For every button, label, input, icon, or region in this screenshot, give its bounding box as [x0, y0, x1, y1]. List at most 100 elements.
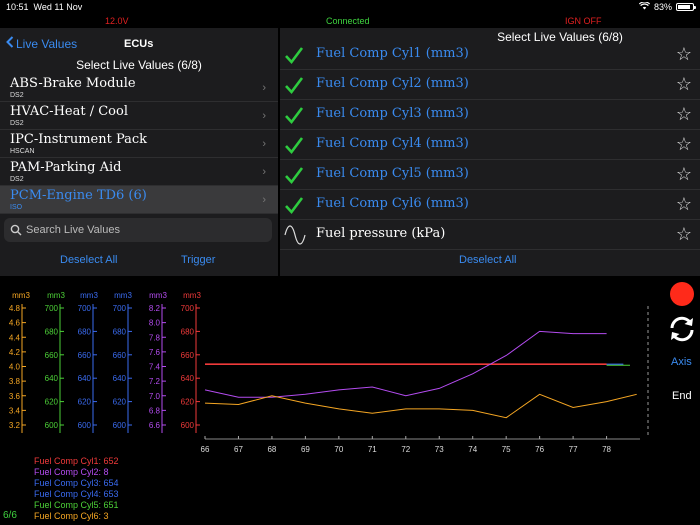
- axis-tick-label: 7.6: [149, 348, 161, 357]
- axis-tick-label: 4.4: [9, 333, 21, 342]
- chevron-right-icon: ›: [262, 138, 266, 150]
- x-axis-tick-label: 71: [368, 445, 377, 454]
- live-value-row[interactable]: Fuel Comp Cyl5 (mm3) ☆: [280, 160, 700, 190]
- ecu-panel: Live Values ECUs Select Live Values (6/8…: [0, 28, 278, 276]
- ecu-protocol: ISO: [10, 204, 23, 211]
- check-icon: [284, 105, 304, 125]
- left-deselect-all-button[interactable]: Deselect All: [60, 254, 118, 266]
- x-axis-tick-label: 74: [468, 445, 477, 454]
- live-value-row[interactable]: Fuel pressure (kPa) ☆: [280, 220, 700, 250]
- x-axis-tick-label: 72: [401, 445, 410, 454]
- ecu-row[interactable]: HVAC-Heat / Cool DS2 ›: [0, 102, 278, 130]
- check-icon: [284, 165, 304, 185]
- star-icon[interactable]: ☆: [675, 44, 692, 64]
- axis-tick-label: 680: [45, 327, 59, 336]
- record-button[interactable]: [670, 282, 694, 306]
- search-box: [4, 218, 272, 242]
- axis-tick-label: 8.2: [149, 304, 161, 313]
- axis-tick-label: 700: [181, 304, 195, 313]
- ecu-row-selected[interactable]: PCM-Engine TD6 (6) ISO ›: [0, 186, 278, 214]
- x-axis-tick-label: 69: [301, 445, 310, 454]
- ecu-protocol: DS2: [10, 176, 24, 183]
- legend-entry: Fuel Comp Cyl3: 654: [34, 478, 119, 488]
- axis-tick-label: 620: [45, 398, 59, 407]
- star-icon[interactable]: ☆: [675, 194, 692, 214]
- search-icon: [10, 223, 22, 241]
- x-axis-tick-label: 75: [502, 445, 511, 454]
- ecu-name: IPC-Instrument Pack: [10, 132, 148, 147]
- right-panel-subtitle: Select Live Values (6/8): [497, 30, 623, 44]
- axis-tick-label: 640: [181, 374, 195, 383]
- ecu-name: PAM-Parking Aid: [10, 160, 122, 175]
- chevron-left-icon: [6, 36, 14, 51]
- axis-tick-label: 3.6: [9, 392, 21, 401]
- connection-status: Connected: [326, 16, 370, 26]
- right-deselect-all-button[interactable]: Deselect All: [459, 254, 517, 266]
- axis-tick-label: 7.4: [149, 363, 161, 372]
- x-axis-tick-label: 77: [569, 445, 578, 454]
- ecu-name: PCM-Engine TD6 (6): [10, 188, 147, 203]
- ecu-list: ABS-Brake Module DS2 › HVAC-Heat / Cool …: [0, 74, 278, 214]
- check-icon: [284, 195, 304, 215]
- live-value-label: Fuel Comp Cyl6 (mm3): [316, 196, 469, 211]
- star-icon[interactable]: ☆: [675, 104, 692, 124]
- axis-unit-label: mm3: [114, 291, 132, 300]
- chevron-right-icon: ›: [262, 194, 266, 206]
- series-line: [204, 330, 607, 398]
- legend-entry: Fuel Comp Cyl1: 652: [34, 456, 119, 466]
- axis-tick-label: 640: [78, 374, 92, 383]
- ecu-name: HVAC-Heat / Cool: [10, 104, 128, 119]
- axis-tick-label: 4.2: [9, 348, 21, 357]
- x-axis-tick-label: 73: [435, 445, 444, 454]
- live-values-chart: mm3 4.8 4.6 4.4 4.2 4.0 3.8 3.6 3.4 3.2 mm3 700 680 6…: [9, 291, 649, 454]
- status-right: 83%: [638, 1, 696, 12]
- check-icon: [284, 135, 304, 155]
- axis-tick-label: 7.2: [149, 377, 161, 386]
- back-button[interactable]: Live Values: [6, 36, 77, 51]
- left-panel-subtitle: Select Live Values (6/8): [76, 58, 202, 72]
- x-axis-tick-label: 67: [234, 445, 243, 454]
- star-icon[interactable]: ☆: [675, 224, 692, 244]
- live-value-label: Fuel Comp Cyl1 (mm3): [316, 46, 469, 61]
- ecu-row[interactable]: IPC-Instrument Pack HSCAN ›: [0, 130, 278, 158]
- back-button-label: Live Values: [16, 36, 78, 51]
- connection-status-row: 12.0V Connected IGN OFF: [0, 14, 700, 28]
- legend-entry: Fuel Comp Cyl2: 8: [34, 467, 109, 477]
- axis-tick-label: 620: [78, 398, 92, 407]
- ecu-row[interactable]: PAM-Parking Aid DS2 ›: [0, 158, 278, 186]
- legend-entry: Fuel Comp Cyl6: 3: [34, 511, 109, 521]
- axis-tick-label: 3.4: [9, 406, 21, 415]
- axis-tick-label: 660: [45, 351, 59, 360]
- axis-button[interactable]: Axis: [671, 356, 692, 368]
- end-button[interactable]: End: [672, 390, 692, 402]
- star-icon[interactable]: ☆: [675, 74, 692, 94]
- live-value-row[interactable]: Fuel Comp Cyl6 (mm3) ☆: [280, 190, 700, 220]
- star-icon[interactable]: ☆: [675, 164, 692, 184]
- refresh-icon[interactable]: [666, 313, 698, 345]
- axis-unit-label: mm3: [149, 291, 167, 300]
- chevron-right-icon: ›: [262, 82, 266, 94]
- live-value-row[interactable]: Fuel Comp Cyl4 (mm3) ☆: [280, 130, 700, 160]
- search-input[interactable]: [26, 222, 266, 238]
- ecu-row[interactable]: ABS-Brake Module DS2 ›: [0, 74, 278, 102]
- live-value-row[interactable]: Fuel Comp Cyl1 (mm3) ☆: [280, 40, 700, 70]
- axis-tick-label: 640: [45, 374, 59, 383]
- live-value-row[interactable]: Fuel Comp Cyl3 (mm3) ☆: [280, 100, 700, 130]
- axis-tick-label: 700: [45, 304, 59, 313]
- axis-tick-label: 4.8: [9, 304, 21, 313]
- star-icon[interactable]: ☆: [675, 134, 692, 154]
- axis-tick-label: 620: [113, 398, 127, 407]
- ecu-protocol: DS2: [10, 92, 24, 99]
- axis-tick-label: 660: [181, 351, 195, 360]
- trigger-button[interactable]: Trigger: [181, 254, 216, 266]
- x-axis-tick-label: 70: [334, 445, 343, 454]
- axis-tick-label: 600: [181, 421, 195, 430]
- axis-tick-label: 680: [78, 327, 92, 336]
- axis-tick-label: 660: [113, 351, 127, 360]
- ecu-nav-bar: Live Values ECUs: [0, 28, 278, 60]
- ecu-protocol: HSCAN: [10, 148, 35, 155]
- ecu-name: ABS-Brake Module: [10, 76, 136, 91]
- live-value-row[interactable]: Fuel Comp Cyl2 (mm3) ☆: [280, 70, 700, 100]
- series-line: [204, 393, 637, 419]
- axis-tick-label: 660: [78, 351, 92, 360]
